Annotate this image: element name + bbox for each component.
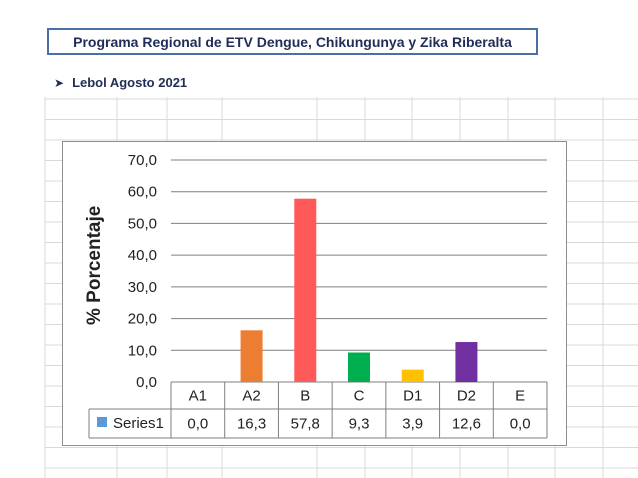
legend-swatch — [97, 417, 107, 427]
y-tick-label: 0,0 — [136, 374, 157, 391]
y-tick-label: 30,0 — [128, 279, 157, 296]
legend-series-label: Series1 — [113, 415, 164, 432]
data-table-value: 9,3 — [349, 416, 370, 433]
x-category-label: A2 — [242, 388, 260, 405]
data-table-value: 16,3 — [237, 416, 266, 433]
subtitle: ➤ Lebol Agosto 2021 — [54, 75, 187, 90]
x-category-label: D1 — [403, 388, 422, 405]
page-title: Programa Regional de ETV Dengue, Chikung… — [47, 28, 538, 55]
data-table-value: 3,9 — [402, 416, 423, 433]
y-tick-label: 20,0 — [128, 311, 157, 328]
y-tick-label: 70,0 — [128, 152, 157, 169]
y-tick-label: 60,0 — [128, 184, 157, 201]
bar-chart: 0,0 10,0 20,0 30,0 40,0 50,0 60,0 70,0 A1 0,0 A2 16… — [88, 152, 548, 439]
x-category-label: E — [515, 388, 525, 405]
y-tick-label: 10,0 — [128, 342, 157, 359]
x-category-label: A1 — [189, 388, 207, 405]
bar-D2 — [455, 342, 478, 382]
arrow-bullet-icon: ➤ — [54, 75, 65, 90]
data-table-value: 57,8 — [291, 416, 320, 433]
data-table-value: 12,6 — [452, 416, 481, 433]
x-category-label: D2 — [457, 388, 476, 405]
y-tick-label: 40,0 — [128, 247, 157, 264]
x-category-label: C — [354, 388, 365, 405]
bar-A2 — [240, 330, 263, 382]
bar-B — [294, 198, 317, 382]
data-table-value: 0,0 — [510, 416, 531, 433]
subtitle-text: Lebol Agosto 2021 — [72, 75, 188, 90]
data-table-value: 0,0 — [187, 416, 208, 433]
x-category-label: B — [300, 388, 310, 405]
chart-container: 0,0 10,0 20,0 30,0 40,0 50,0 60,0 70,0 A1 0,0 A2 16… — [62, 141, 567, 446]
y-tick-label: 50,0 — [128, 215, 157, 232]
bar-C — [348, 352, 370, 382]
page-title-text: Programa Regional de ETV Dengue, Chikung… — [73, 33, 512, 50]
bar-D1 — [401, 369, 424, 382]
y-axis-label: % Porcentaje — [84, 205, 105, 325]
